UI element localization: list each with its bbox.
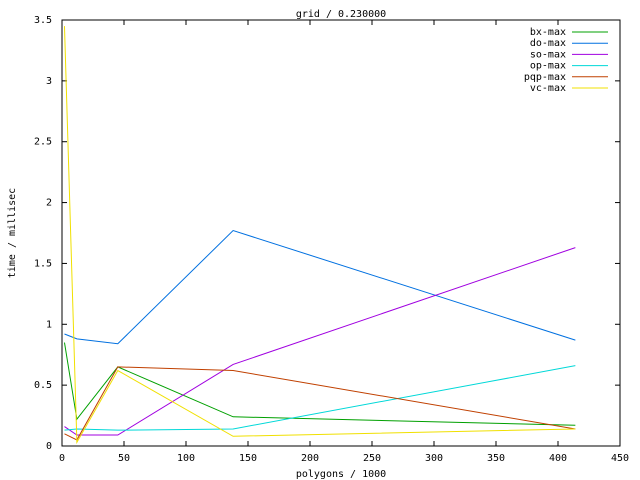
legend-label: op-max bbox=[530, 61, 566, 72]
series-line bbox=[64, 365, 576, 431]
legend-label: do-max bbox=[530, 38, 566, 49]
legend-label: bx-max bbox=[530, 27, 566, 38]
series-line bbox=[63, 26, 576, 445]
y-tick-label: 3 bbox=[46, 76, 52, 87]
x-tick-label: 300 bbox=[425, 453, 443, 464]
legend-label: so-max bbox=[530, 49, 566, 60]
plot-border bbox=[61, 19, 621, 447]
y-tick-label: 2.5 bbox=[34, 137, 52, 148]
chart-title: grid / 0.230000 bbox=[296, 9, 386, 20]
y-tick-label: 2 bbox=[46, 198, 52, 209]
series-line bbox=[64, 229, 576, 345]
x-tick-label: 450 bbox=[611, 453, 629, 464]
x-tick-label: 0 bbox=[59, 453, 65, 464]
x-tick-label: 350 bbox=[487, 453, 505, 464]
x-tick-label: 50 bbox=[118, 453, 130, 464]
x-tick-label: 250 bbox=[363, 453, 381, 464]
y-axis-label: time / millisec bbox=[7, 188, 18, 278]
x-tick-label: 150 bbox=[239, 453, 257, 464]
legend-label: pqp-max bbox=[524, 72, 566, 83]
x-tick-label: 400 bbox=[549, 453, 567, 464]
x-tick-label: 200 bbox=[301, 453, 319, 464]
y-tick-label: 0 bbox=[46, 441, 52, 452]
y-tick-label: 0.5 bbox=[34, 380, 52, 391]
y-tick-label: 1.5 bbox=[34, 258, 52, 269]
x-tick-label: 100 bbox=[177, 453, 195, 464]
series-line bbox=[64, 366, 576, 441]
y-tick-label: 3.5 bbox=[34, 15, 52, 26]
y-tick-label: 1 bbox=[46, 319, 52, 330]
legend-label: vc-max bbox=[530, 83, 566, 94]
series-line bbox=[64, 247, 576, 436]
x-axis-label: polygons / 1000 bbox=[296, 469, 386, 480]
